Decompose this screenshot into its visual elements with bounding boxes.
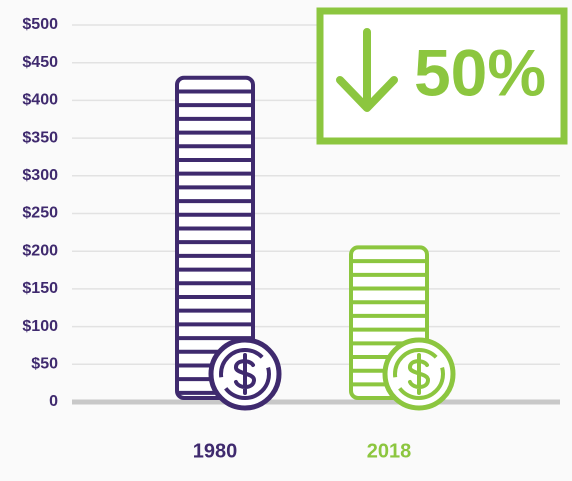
down-arrow: [336, 28, 398, 112]
bar: [175, 75, 255, 400]
x-tick-label: 2018: [367, 440, 412, 462]
y-tick-label: $50: [31, 356, 58, 373]
y-tick-label: $400: [22, 92, 58, 109]
annotation-box: 50%: [316, 7, 568, 145]
y-tick-label: $100: [22, 318, 58, 335]
coin-icon-ring: [219, 348, 271, 400]
y-tick-label: $200: [22, 242, 58, 259]
y-tick-label: $500: [22, 16, 58, 33]
y-tick-label: $350: [22, 129, 58, 146]
annotation-text: 50%: [414, 35, 546, 109]
bars: 1980 2018: [175, 75, 456, 462]
y-tick-label: $300: [22, 167, 58, 184]
y-tick-label: 0: [49, 393, 58, 410]
coin-icon-ring: [393, 348, 445, 400]
annotation-frame: [316, 7, 568, 145]
x-tick-label: 1980: [193, 440, 238, 462]
y-tick-label: $150: [22, 280, 58, 297]
y-tick-label: $250: [22, 205, 58, 222]
dollar-sign: [408, 353, 431, 395]
dollar-sign: [234, 353, 257, 395]
y-tick-label: $450: [22, 54, 58, 71]
